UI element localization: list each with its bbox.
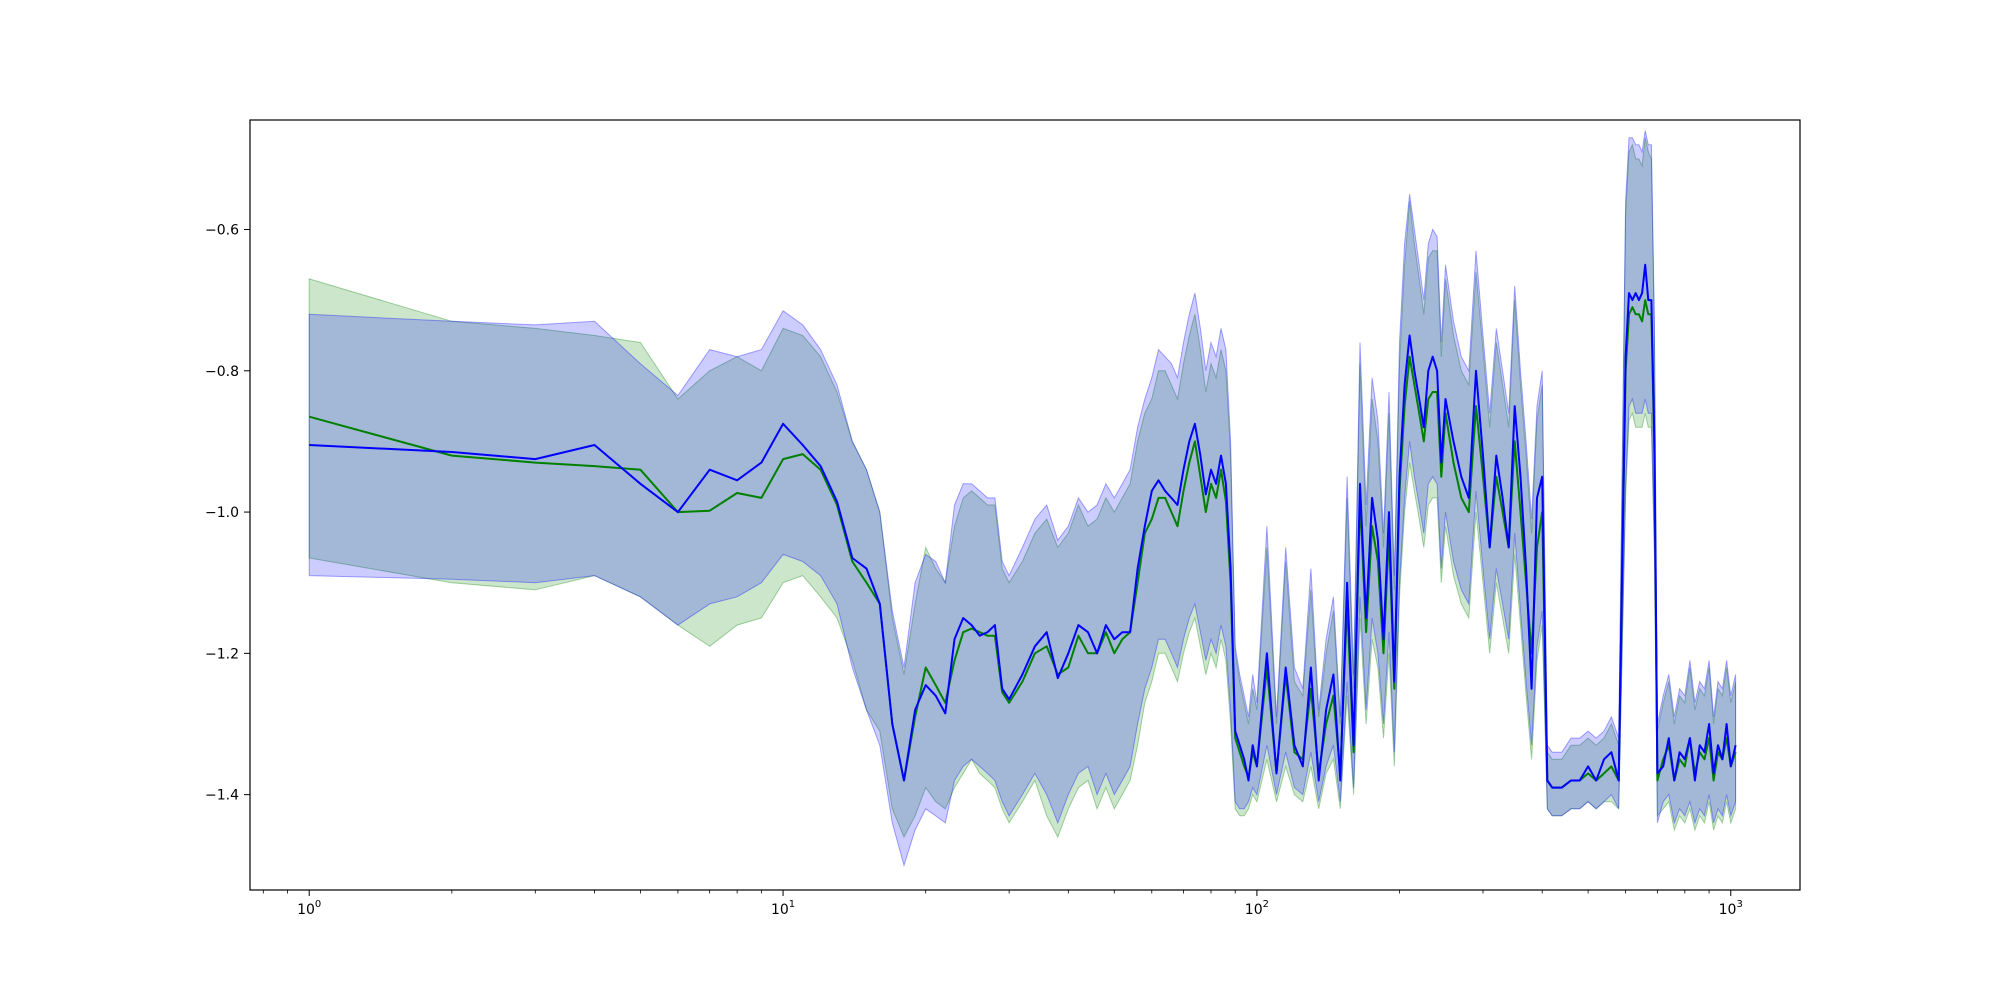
series-2-line (309, 263, 1737, 789)
series-2-band (308, 130, 1737, 868)
x-axis: 100 101 102 103 (262, 890, 1743, 918)
y-axis: −0.6 −0.8 −1.0 −1.2 −1.4 (205, 222, 250, 804)
x-tick-label: 102 (1245, 899, 1269, 918)
series-1-band (308, 137, 1737, 839)
y-tick-label: −1.4 (205, 788, 239, 804)
plot-area-frame (249, 119, 1801, 891)
series-lines (308, 263, 1737, 789)
y-tick-label: −0.6 (205, 222, 239, 238)
y-tick-label: −1.2 (205, 646, 239, 662)
x-tick-label: 100 (297, 899, 321, 918)
y-tick-label: −0.8 (205, 364, 239, 380)
y-tick-label: −1.0 (205, 505, 239, 521)
x-tick-label: 103 (1719, 899, 1743, 918)
x-tick-label: 101 (771, 899, 795, 918)
confidence-bands (308, 130, 1737, 868)
